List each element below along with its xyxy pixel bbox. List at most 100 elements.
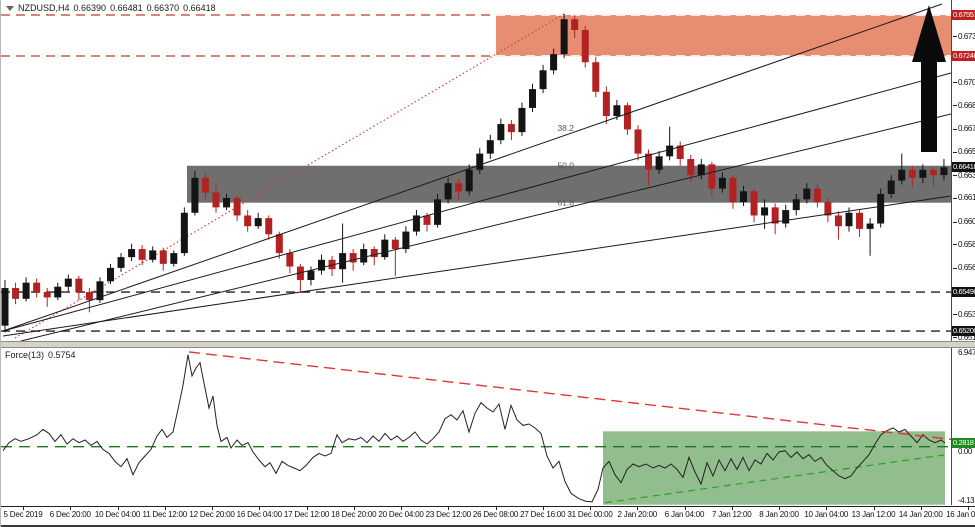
time-label: 18 Dec 20:00 [331, 510, 377, 519]
candle [149, 246, 157, 263]
candle [455, 179, 463, 200]
candle-body [381, 239, 389, 258]
force-support-trendline[interactable] [604, 454, 945, 504]
time-label: 12 Dec 20:00 [189, 510, 235, 519]
price-tick [953, 128, 957, 130]
price-tick-label: 0.66360 [958, 170, 975, 180]
candle-body [149, 250, 157, 260]
price-tick [953, 337, 957, 339]
trendline-1[interactable] [2, 3, 943, 332]
candle [54, 282, 62, 301]
candle [697, 159, 705, 180]
candle [782, 204, 790, 228]
time-tick [968, 506, 969, 510]
time-tick [117, 506, 119, 510]
time-label: 7 Jan 12:00 [711, 510, 752, 519]
candle [792, 193, 800, 216]
up-arrow[interactable] [912, 5, 946, 152]
price-axis[interactable]: 0.675510.673950.672460.672250.670500.668… [951, 0, 975, 505]
candle-body [465, 169, 473, 192]
force-axis-label: 6.9475 [958, 347, 975, 357]
candle-body [64, 278, 72, 287]
time-label: 27 Dec 16:00 [520, 510, 566, 519]
candle [381, 234, 389, 260]
candle [212, 185, 220, 213]
candle [729, 175, 737, 209]
price-tick-label: 0.67050 [958, 77, 975, 87]
price-tick [953, 314, 957, 316]
candle [550, 48, 558, 75]
candle [201, 172, 209, 200]
candle-body [22, 282, 30, 299]
candle-body [856, 212, 864, 229]
candle-body [803, 188, 811, 200]
candle-body [634, 129, 642, 154]
candle [465, 164, 473, 196]
time-label: 6 Jan 04:00 [664, 510, 705, 519]
symbol-label: NZDUSD,H4 [18, 3, 70, 13]
candle [539, 64, 547, 94]
candle-body [307, 270, 315, 280]
candle-body [33, 282, 41, 293]
candle [887, 175, 895, 198]
force-green-box[interactable] [603, 431, 945, 505]
time-tick [353, 506, 355, 510]
candle-body [813, 188, 821, 203]
candle [254, 212, 262, 229]
candle [771, 203, 779, 235]
candle-body [486, 140, 494, 154]
candle-body [655, 156, 663, 170]
candle-body [887, 180, 895, 194]
candle-body [507, 124, 515, 133]
time-tick [779, 506, 780, 510]
time-label: 10 Jan 04:00 [804, 510, 849, 519]
zone-price-label: 0.67551 [952, 10, 975, 21]
panel-divider[interactable] [1, 341, 975, 348]
time-axis[interactable]: 5 Dec 2019 6 Dec 20:00 10 Dec 04:00 11 Dec … [1, 506, 975, 525]
candle [223, 193, 231, 211]
candle-body [265, 218, 273, 235]
price-chart-canvas[interactable]: 38.2 50.0 61.8 [1, 0, 951, 341]
candle [750, 188, 758, 223]
price-tick-label: 0.66880 [958, 100, 975, 110]
force-divergence-line[interactable] [188, 351, 951, 441]
force-indicator-canvas[interactable] [1, 348, 951, 506]
candle [296, 263, 304, 293]
candle-body [898, 169, 906, 181]
candle [824, 197, 832, 223]
candle [244, 210, 252, 232]
trendline-2[interactable] [2, 72, 951, 332]
candle-body [824, 202, 832, 216]
force-indicator-panel[interactable]: Force(13) 0.5754 [1, 348, 951, 506]
trendline-4[interactable] [2, 195, 951, 337]
candle [898, 153, 906, 185]
candle-body [412, 215, 420, 232]
price-tick-label: 0.67395 [958, 31, 975, 41]
candle-body [286, 253, 294, 267]
candle-body [782, 210, 790, 224]
main-chart-area[interactable]: 38.2 50.0 61.8 [1, 0, 951, 341]
low-value: 0.66370 [146, 3, 180, 13]
symbol-dropdown-icon[interactable] [6, 6, 14, 11]
candle-body [423, 215, 431, 225]
candle [655, 150, 663, 174]
candle-body [96, 281, 104, 301]
retracement-zone[interactable] [187, 165, 951, 203]
candle [486, 134, 494, 160]
price-tick [953, 244, 957, 246]
time-tick [873, 506, 875, 510]
candle-body [476, 153, 484, 170]
candle [96, 277, 104, 303]
zone-price-label: 0.67246 [952, 51, 975, 62]
candle [602, 86, 610, 125]
candle-body [550, 54, 558, 71]
price-tick [953, 267, 957, 269]
trendline-3[interactable] [20, 113, 951, 341]
time-tick [637, 506, 639, 510]
time-tick [401, 506, 402, 510]
candle-body [349, 253, 357, 263]
candle [180, 207, 188, 256]
candle [613, 99, 621, 121]
time-tick [731, 506, 733, 510]
candle [908, 165, 916, 188]
